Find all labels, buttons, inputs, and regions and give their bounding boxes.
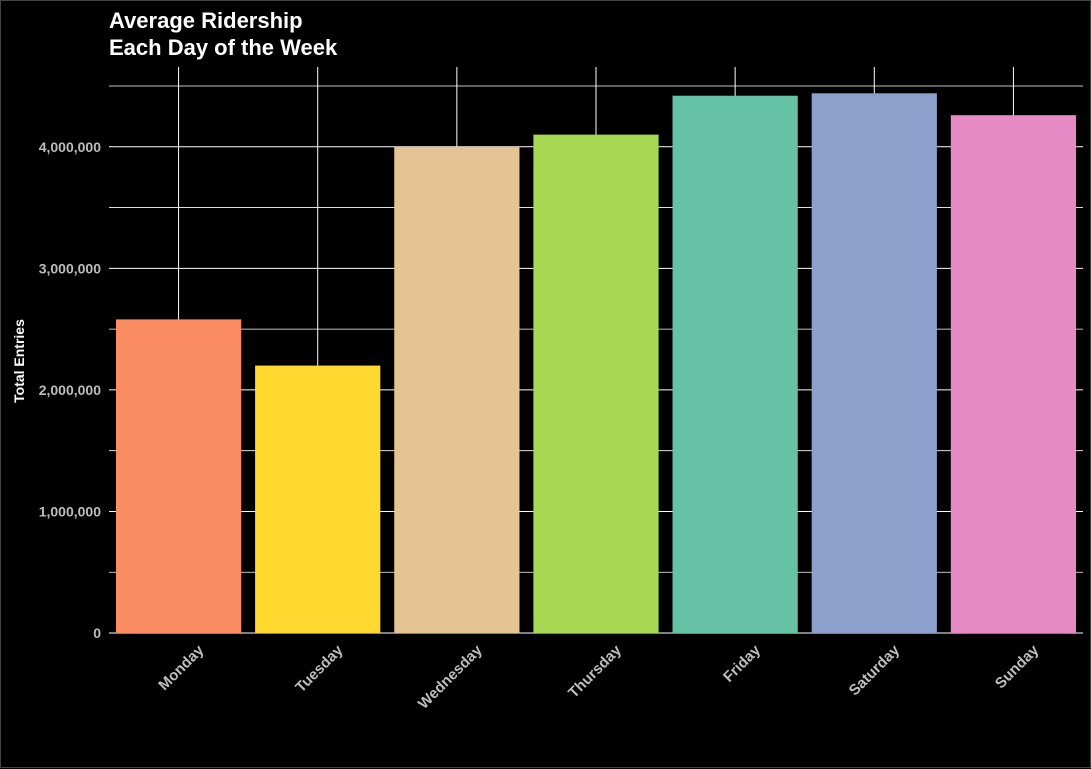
- bar-thursday: [533, 134, 659, 633]
- chart-title-line-1: Average Ridership: [109, 8, 303, 33]
- x-tick-label-friday: Friday: [720, 641, 764, 685]
- bar-friday: [672, 95, 798, 634]
- x-tick-label-monday: Monday: [155, 641, 208, 694]
- bar-monday: [115, 319, 242, 633]
- x-tick-label-sunday: Sunday: [992, 641, 1043, 692]
- y-tick-label: 1,000,000: [39, 503, 101, 519]
- y-tick-label: 4,000,000: [39, 139, 101, 155]
- y-tick-label: 3,000,000: [39, 260, 101, 276]
- bars: [115, 93, 1077, 634]
- x-tick-label-thursday: Thursday: [565, 641, 625, 701]
- x-tick-label-saturday: Saturday: [846, 641, 904, 699]
- x-tick-label-tuesday: Tuesday: [292, 641, 347, 696]
- bar-saturday: [811, 93, 937, 633]
- y-tick-label: 0: [93, 625, 101, 641]
- chart-title-line-2: Each Day of the Week: [109, 35, 338, 60]
- y-axis-ticks: 0 1,000,000 2,000,000 3,000,000 4,000,000: [39, 139, 102, 641]
- bar-sunday: [950, 115, 1077, 633]
- x-axis-ticks: Monday Tuesday Wednesday Thursday Friday Satu…: [155, 641, 1042, 712]
- x-tick-label-wednesday: Wednesday: [415, 641, 486, 712]
- bar-wednesday: [394, 146, 520, 633]
- y-tick-label: 2,000,000: [39, 382, 101, 398]
- bar-tuesday: [255, 365, 381, 633]
- y-axis-label: Total Entries: [11, 319, 27, 403]
